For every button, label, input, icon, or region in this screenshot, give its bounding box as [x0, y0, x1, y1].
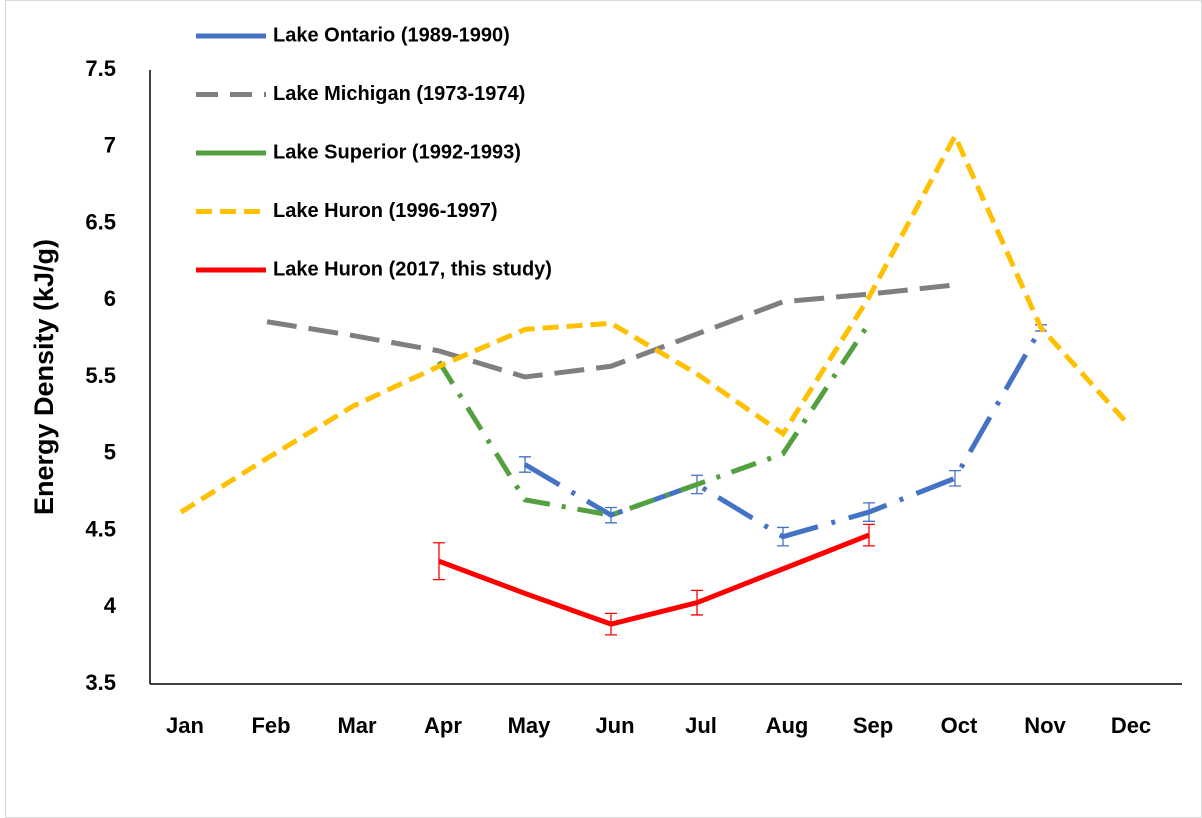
- series-line: [266, 282, 956, 380]
- x-tick-label: Oct: [941, 713, 978, 738]
- error-bar: [433, 542, 445, 581]
- x-tick-label: Nov: [1024, 713, 1066, 738]
- error-bar: [949, 469, 961, 487]
- error-bar: [605, 612, 617, 636]
- x-tick-label: Jun: [595, 713, 634, 738]
- legend-label: Lake Huron (1996-1997): [273, 200, 498, 222]
- y-tick-label: 7.5: [85, 56, 116, 81]
- x-tick-label: Aug: [766, 713, 809, 738]
- error-bar: [777, 526, 789, 547]
- chart-border: [5, 0, 1202, 818]
- error-bar: [691, 589, 703, 616]
- legend-label: Lake Huron (2017, this study): [273, 258, 552, 280]
- error-bar: [605, 506, 617, 524]
- y-tick-label: 5: [104, 440, 116, 465]
- y-tick-label: 6: [104, 286, 116, 311]
- x-tick-label: Mar: [337, 713, 377, 738]
- series-line: [179, 130, 1129, 515]
- x-tick-label: Jan: [166, 713, 204, 738]
- y-tick-label: 5.5: [85, 363, 116, 388]
- series-line: [436, 321, 872, 518]
- y-tick-label: 6.5: [85, 209, 116, 234]
- x-tick-label: Feb: [251, 713, 290, 738]
- y-tick-label: 4: [104, 593, 117, 618]
- legend-label: Lake Ontario (1989-1990): [273, 24, 510, 46]
- y-tick-label: 3.5: [85, 670, 116, 695]
- error-bar: [519, 456, 531, 473]
- y-axis-label: Energy Density (kJ/g): [29, 239, 59, 515]
- legend-label: Lake Michigan (1973-1974): [273, 83, 525, 105]
- error-bar: [863, 502, 875, 522]
- y-tick-label: 4.5: [85, 516, 116, 541]
- y-tick-label: 7: [104, 133, 116, 158]
- x-tick-label: Dec: [1111, 713, 1151, 738]
- x-tick-label: Apr: [424, 713, 462, 738]
- series-line: [438, 532, 870, 627]
- x-tick-label: May: [508, 713, 552, 738]
- error-bar: [863, 523, 875, 547]
- x-tick-label: Jul: [685, 713, 717, 738]
- x-tick-label: Sep: [853, 713, 893, 738]
- legend-label: Lake Superior (1992-1993): [273, 141, 521, 163]
